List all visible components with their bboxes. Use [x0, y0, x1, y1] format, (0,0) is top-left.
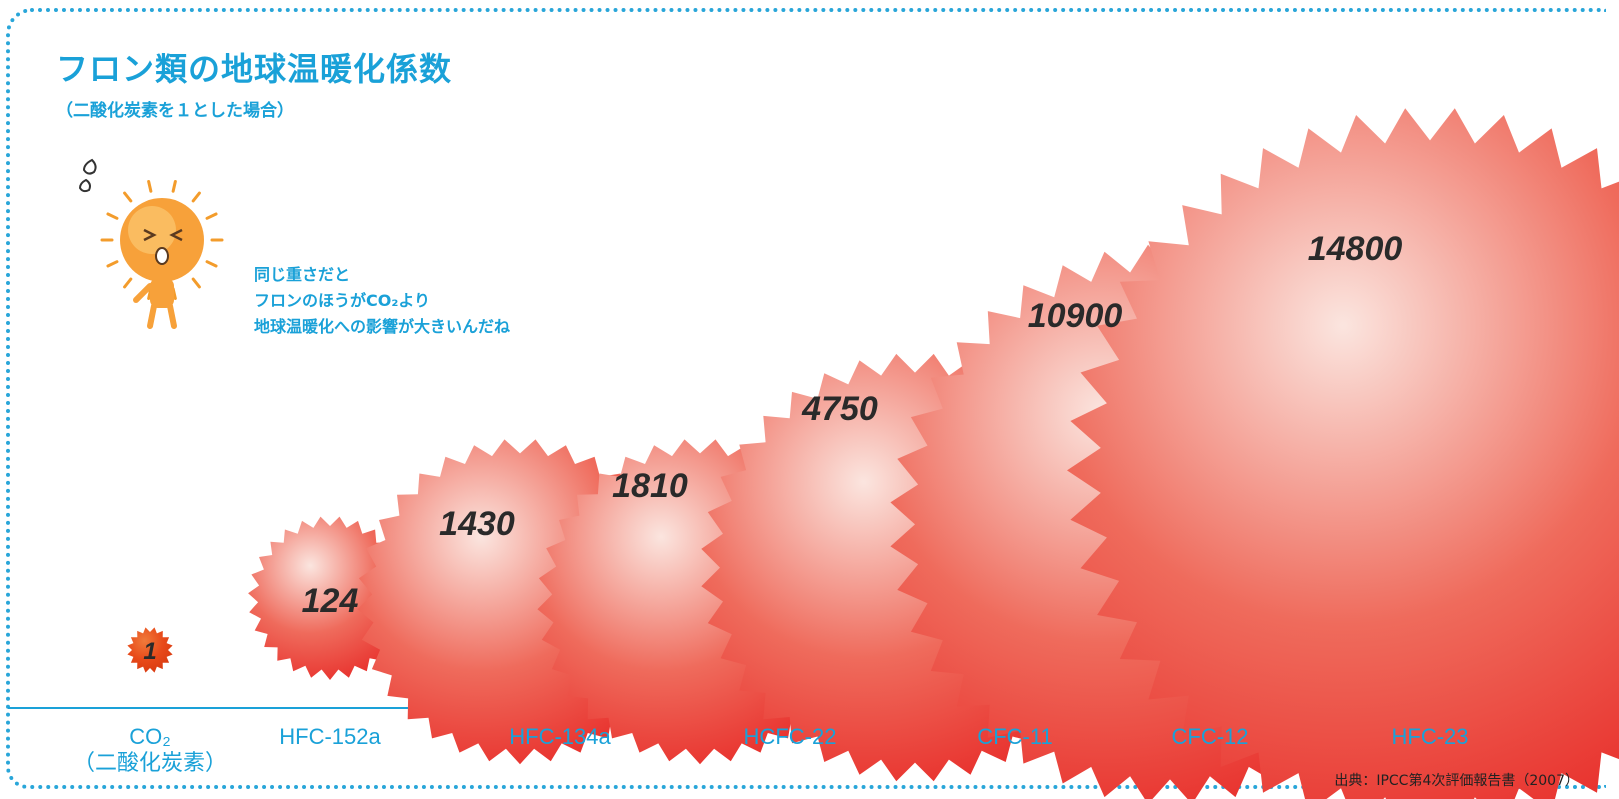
value-label: 4750	[801, 390, 878, 428]
x-tick-label-line: HCFC-22	[743, 724, 837, 749]
sweat-drops-icon	[78, 158, 97, 193]
x-tick-label: HFC-152a	[279, 724, 380, 750]
value-label: 1810	[612, 467, 688, 505]
x-tick-label: HCFC-22	[744, 724, 837, 750]
ball-mark	[1067, 108, 1619, 799]
x-tick-label-line: （二酸化炭素）	[72, 750, 228, 775]
x-tick-label: HFC-134a	[509, 724, 610, 750]
x-tick-label-line: CFC-12	[1171, 724, 1249, 749]
value-label: 1	[143, 638, 156, 665]
value-label: 124	[302, 582, 359, 620]
value-label: 1430	[439, 505, 515, 543]
sun-mascot-icon	[78, 158, 224, 329]
x-tick-label-line: HFC-134a	[509, 724, 611, 749]
value-label: 14800	[1308, 230, 1403, 268]
value-label: 10900	[1028, 297, 1123, 335]
source-note: 出典：IPCC第4次評価報告書（2007）	[1334, 773, 1579, 789]
speech-line: フロンのほうがCO₂より	[254, 291, 431, 310]
x-tick-label: HFC-23	[1391, 724, 1468, 750]
speech-line: 地球温暖化への影響が大きいんだね	[254, 317, 511, 336]
dotted-frame	[6, 8, 1606, 789]
x-tick-label: CFC-12	[1171, 724, 1248, 750]
chart-title: フロン類の地球温暖化係数	[56, 50, 453, 88]
x-tick-label-line: HFC-23	[1391, 724, 1469, 749]
ball-mark	[127, 627, 173, 673]
mascot-speech: 同じ重さだと フロンのほうがCO₂より 地球温暖化への影響が大きいんだね	[254, 262, 510, 340]
x-tick-label-line: HFC-152a	[279, 724, 381, 749]
x-tick-label: CFC-11	[977, 724, 1052, 750]
speech-line: 同じ重さだと	[254, 265, 351, 284]
x-tick-label: CO₂ （二酸化炭素）	[73, 724, 227, 776]
chart-subtitle: （二酸化炭素を１とした場合）	[56, 101, 294, 121]
x-tick-label-line: CO₂	[129, 724, 171, 749]
x-tick-label-line: CFC-11	[977, 724, 1053, 749]
